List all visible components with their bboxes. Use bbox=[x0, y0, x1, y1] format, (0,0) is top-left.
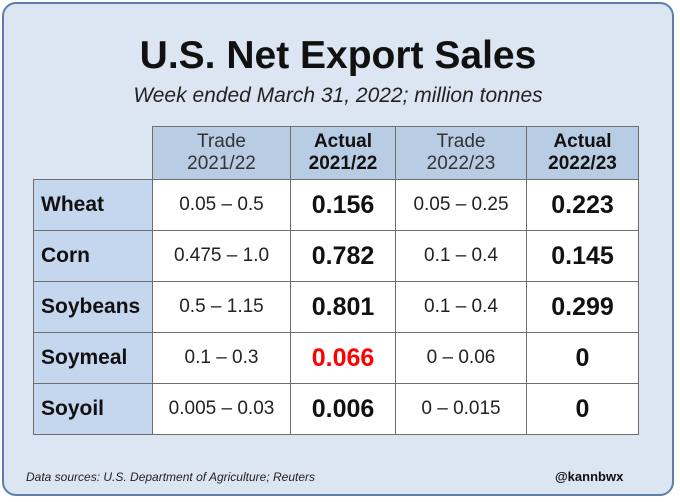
column-header-line1: Actual bbox=[313, 131, 373, 152]
column-header-line2: 2021/22 bbox=[187, 153, 256, 174]
column-header-line2: 2022/23 bbox=[426, 153, 496, 174]
trade-estimate-cell: 0 – 0.06 bbox=[395, 332, 527, 384]
header-row: Trade 2021/22 Actual 2021/22 Trade 2022/… bbox=[34, 126, 639, 180]
column-header: Trade 2021/22 bbox=[152, 126, 291, 180]
row-label: Soyoil bbox=[33, 383, 153, 435]
trade-estimate-cell: 0.05 – 0.5 bbox=[152, 179, 291, 231]
actual-value-cell: 0.156 bbox=[290, 179, 396, 231]
row-label: Wheat bbox=[33, 179, 153, 231]
trade-estimate-cell: 0.1 – 0.4 bbox=[395, 230, 527, 282]
column-header-line1: Trade bbox=[436, 131, 486, 152]
corner-cell bbox=[34, 127, 153, 180]
row-label: Soybeans bbox=[33, 281, 153, 333]
table-row: Wheat 0.05 – 0.5 0.156 0.05 – 0.25 0.223 bbox=[33, 179, 639, 231]
trade-estimate-cell: 0.1 – 0.4 bbox=[395, 281, 527, 333]
actual-value-cell: 0.801 bbox=[290, 281, 396, 333]
column-header: Actual 2022/23 bbox=[526, 126, 639, 180]
column-header-line1: Trade bbox=[197, 131, 246, 152]
trade-estimate-cell: 0.475 – 1.0 bbox=[152, 230, 291, 282]
data-source-note: Data sources: U.S. Department of Agricul… bbox=[26, 470, 316, 484]
trade-estimate-cell: 0.1 – 0.3 bbox=[152, 332, 291, 384]
column-header-line2: 2022/23 bbox=[548, 153, 617, 174]
actual-value-cell: 0.223 bbox=[526, 179, 639, 231]
trade-estimate-cell: 0.005 – 0.03 bbox=[152, 383, 291, 435]
actual-value-cell: 0.782 bbox=[290, 230, 396, 282]
trade-estimate-cell: 0.5 – 1.15 bbox=[152, 281, 291, 333]
row-label: Corn bbox=[33, 230, 153, 282]
author-handle: @kannbwx bbox=[555, 469, 624, 484]
row-label: Soymeal bbox=[33, 332, 153, 384]
chart-subtitle: Week ended March 31, 2022; million tonne… bbox=[133, 84, 543, 107]
actual-value-cell: 0 bbox=[526, 383, 639, 435]
column-header: Trade 2022/23 bbox=[395, 126, 527, 180]
actual-value-cell-highlighted: 0.066 bbox=[290, 332, 396, 384]
export-sales-table: Trade 2021/22 Actual 2021/22 Trade 2022/… bbox=[33, 126, 639, 435]
actual-value-cell: 0.299 bbox=[526, 281, 639, 333]
table-row: Soymeal 0.1 – 0.3 0.066 0 – 0.06 0 bbox=[33, 332, 639, 384]
trade-estimate-cell: 0.05 – 0.25 bbox=[395, 179, 527, 231]
actual-value-cell: 0.145 bbox=[526, 230, 639, 282]
column-header: Actual 2021/22 bbox=[290, 126, 396, 180]
column-header-line1: Actual bbox=[553, 131, 612, 152]
column-header-line2: 2021/22 bbox=[308, 153, 378, 174]
actual-value-cell: 0.006 bbox=[290, 383, 396, 435]
trade-estimate-cell: 0 – 0.015 bbox=[395, 383, 527, 435]
table-row: Corn 0.475 – 1.0 0.782 0.1 – 0.4 0.145 bbox=[33, 230, 639, 282]
actual-value-cell: 0 bbox=[526, 332, 639, 384]
table-row: Soyoil 0.005 – 0.03 0.006 0 – 0.015 0 bbox=[33, 383, 639, 435]
chart-title: U.S. Net Export Sales bbox=[139, 34, 537, 77]
table-row: Soybeans 0.5 – 1.15 0.801 0.1 – 0.4 0.29… bbox=[33, 281, 639, 333]
